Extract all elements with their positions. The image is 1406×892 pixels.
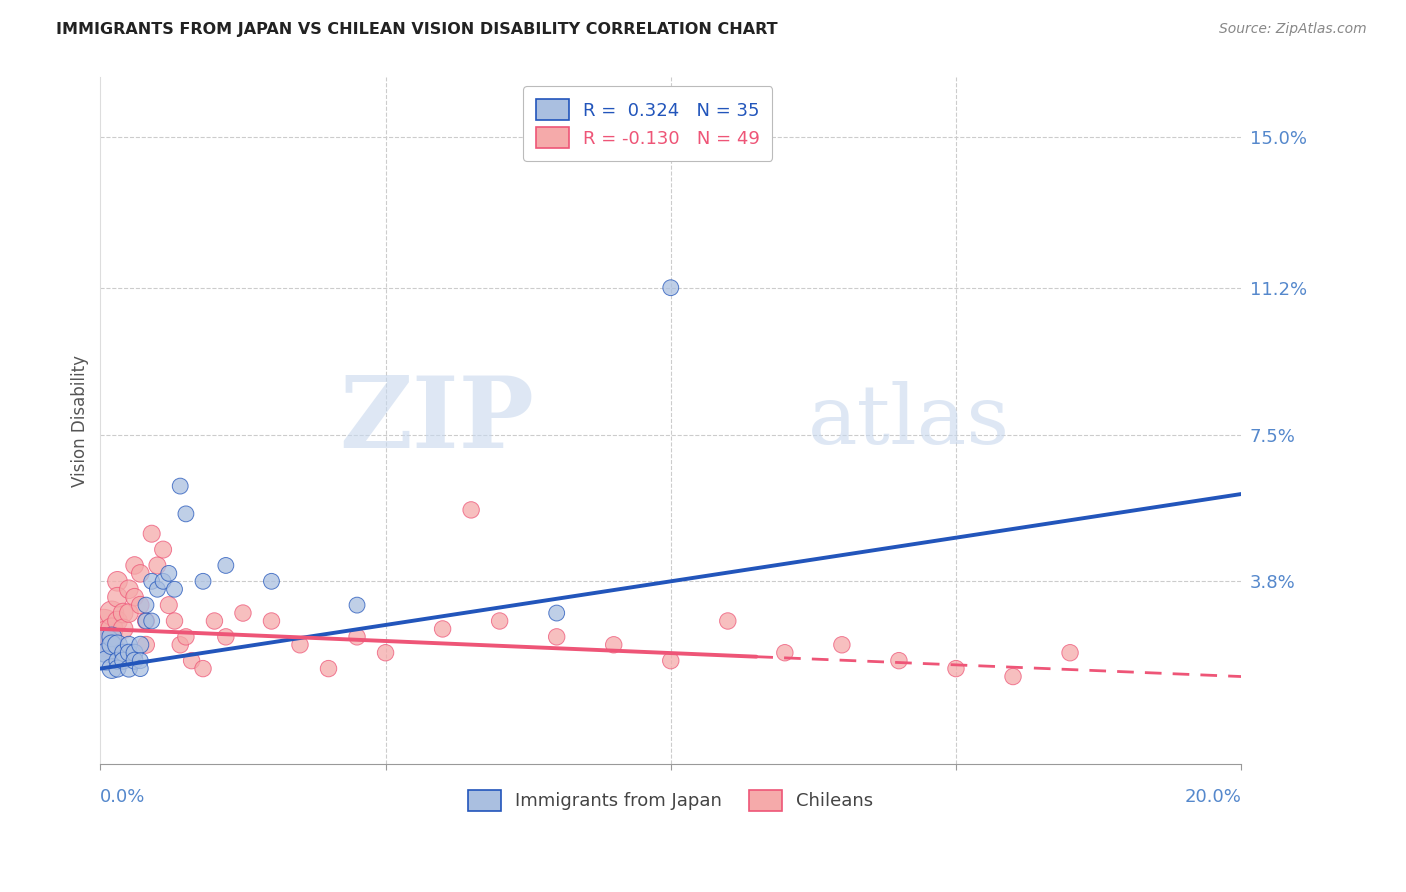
Text: 0.0%: 0.0% — [100, 788, 146, 805]
Point — [374, 646, 396, 660]
Point — [1001, 669, 1024, 683]
Point — [346, 598, 368, 612]
Point — [157, 566, 180, 581]
Point — [152, 574, 174, 589]
Point — [157, 598, 180, 612]
Point — [129, 598, 152, 612]
Point — [107, 638, 129, 652]
Point — [124, 590, 146, 604]
Point — [603, 638, 626, 652]
Point — [260, 614, 283, 628]
Point — [260, 574, 283, 589]
Legend: Immigrants from Japan, Chileans: Immigrants from Japan, Chileans — [456, 777, 886, 823]
Point — [91, 638, 114, 652]
Point — [204, 614, 226, 628]
Point — [100, 638, 122, 652]
Point — [100, 638, 122, 652]
Point — [141, 574, 163, 589]
Point — [174, 630, 197, 644]
Point — [191, 574, 214, 589]
Point — [546, 630, 568, 644]
Point — [659, 654, 682, 668]
Point — [94, 654, 117, 668]
Point — [135, 598, 157, 612]
Point — [169, 479, 191, 493]
Point — [346, 630, 368, 644]
Point — [124, 646, 146, 660]
Point — [135, 614, 157, 628]
Point — [107, 574, 129, 589]
Point — [288, 638, 311, 652]
Text: Source: ZipAtlas.com: Source: ZipAtlas.com — [1219, 22, 1367, 37]
Point — [118, 606, 141, 620]
Text: ZIP: ZIP — [339, 372, 534, 469]
Point — [112, 606, 135, 620]
Point — [94, 646, 117, 660]
Point — [94, 626, 117, 640]
Point — [180, 654, 202, 668]
Point — [215, 630, 238, 644]
Point — [887, 654, 910, 668]
Text: IMMIGRANTS FROM JAPAN VS CHILEAN VISION DISABILITY CORRELATION CHART: IMMIGRANTS FROM JAPAN VS CHILEAN VISION … — [56, 22, 778, 37]
Point — [141, 526, 163, 541]
Point — [100, 630, 122, 644]
Text: 20.0%: 20.0% — [1184, 788, 1241, 805]
Point — [232, 606, 254, 620]
Point — [129, 638, 152, 652]
Y-axis label: Vision Disability: Vision Disability — [72, 355, 89, 487]
Point — [91, 622, 114, 636]
Point — [773, 646, 796, 660]
Point — [118, 646, 141, 660]
Point — [1059, 646, 1081, 660]
Point — [432, 622, 454, 636]
Point — [100, 662, 122, 676]
Point — [118, 582, 141, 597]
Point — [146, 558, 169, 573]
Point — [945, 662, 967, 676]
Point — [488, 614, 510, 628]
Point — [717, 614, 740, 628]
Point — [546, 606, 568, 620]
Point — [141, 614, 163, 628]
Point — [124, 654, 146, 668]
Text: atlas: atlas — [807, 381, 1010, 460]
Point — [107, 614, 129, 628]
Point — [174, 507, 197, 521]
Point — [112, 654, 135, 668]
Point — [107, 662, 129, 676]
Point — [118, 638, 141, 652]
Point — [100, 622, 122, 636]
Point — [107, 654, 129, 668]
Point — [831, 638, 853, 652]
Point — [135, 614, 157, 628]
Point — [163, 614, 186, 628]
Point — [460, 503, 482, 517]
Point — [191, 662, 214, 676]
Point — [112, 622, 135, 636]
Point — [124, 558, 146, 573]
Point — [129, 662, 152, 676]
Point — [163, 582, 186, 597]
Point — [318, 662, 340, 676]
Point — [118, 662, 141, 676]
Point — [129, 566, 152, 581]
Point — [169, 638, 191, 652]
Point — [146, 582, 169, 597]
Point — [152, 542, 174, 557]
Point — [107, 590, 129, 604]
Point — [659, 281, 682, 295]
Point — [112, 646, 135, 660]
Point — [215, 558, 238, 573]
Point — [135, 638, 157, 652]
Point — [94, 638, 117, 652]
Point — [129, 654, 152, 668]
Point — [100, 606, 122, 620]
